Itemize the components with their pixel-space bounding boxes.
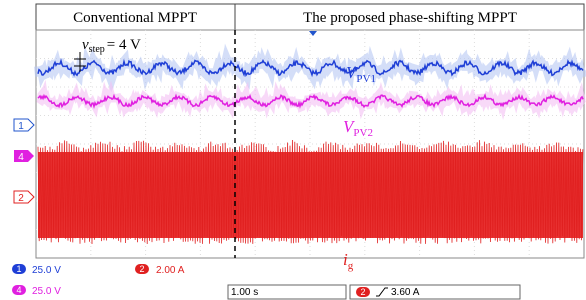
ch1-scale: 25.0 V [32, 265, 61, 276]
ch2-scale: 2.00 A [156, 265, 185, 276]
ch4-scale: 25.0 V [32, 286, 61, 297]
ch1-marker [14, 119, 34, 131]
subscript: PV1 [356, 73, 376, 85]
header-right: The proposed phase-shifting MPPT [303, 10, 517, 26]
ch2-marker-label: 2 [18, 193, 24, 204]
timebase: 1.00 s [231, 287, 258, 298]
trigger-box [350, 285, 520, 299]
subscript: PV2 [353, 127, 373, 139]
value: = 4 V [107, 37, 141, 53]
trigger-id: 2 [360, 287, 365, 297]
subscript: step [89, 44, 105, 55]
ch1-marker-label: 1 [18, 121, 24, 132]
ch4-id: 4 [16, 285, 21, 295]
scope-screenshot: Conventional MPPT The proposed phase-shi… [0, 0, 586, 300]
ch1-id: 1 [16, 264, 21, 274]
ch2-id: 2 [139, 264, 144, 274]
ch4-marker [14, 150, 34, 162]
trigger-level: 3.60 A [391, 287, 420, 298]
header-left: Conventional MPPT [73, 10, 197, 26]
ch4-marker-label: 4 [18, 152, 24, 163]
subscript: g [348, 260, 354, 272]
ch2-marker [14, 191, 34, 203]
